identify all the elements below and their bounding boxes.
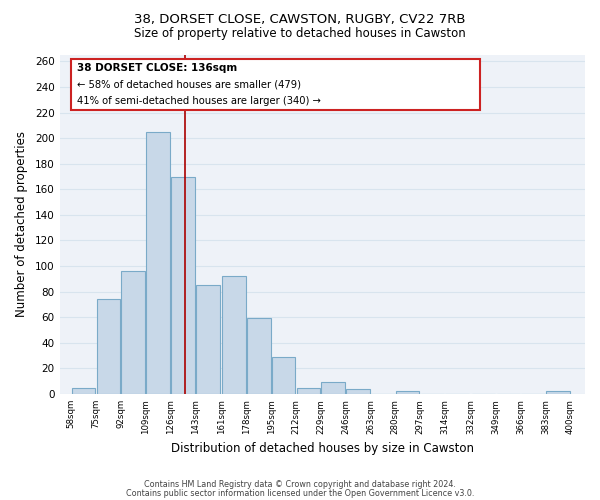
Text: 41% of semi-detached houses are larger (340) →: 41% of semi-detached houses are larger (…	[77, 96, 321, 106]
Bar	[71, 59, 480, 110]
Text: 38, DORSET CLOSE, CAWSTON, RUGBY, CV22 7RB: 38, DORSET CLOSE, CAWSTON, RUGBY, CV22 7…	[134, 12, 466, 26]
Y-axis label: Number of detached properties: Number of detached properties	[15, 132, 28, 318]
Bar	[322, 382, 345, 394]
Bar	[296, 388, 320, 394]
Bar	[97, 300, 120, 394]
Bar	[396, 392, 419, 394]
Bar	[247, 318, 271, 394]
Text: 38 DORSET CLOSE: 136sqm: 38 DORSET CLOSE: 136sqm	[77, 62, 238, 72]
Bar	[346, 389, 370, 394]
Bar	[272, 357, 295, 394]
Text: Size of property relative to detached houses in Cawston: Size of property relative to detached ho…	[134, 28, 466, 40]
Bar	[222, 276, 246, 394]
X-axis label: Distribution of detached houses by size in Cawston: Distribution of detached houses by size …	[171, 442, 474, 455]
Bar	[196, 285, 220, 394]
Bar	[121, 271, 145, 394]
Text: Contains HM Land Registry data © Crown copyright and database right 2024.: Contains HM Land Registry data © Crown c…	[144, 480, 456, 489]
Bar	[171, 176, 195, 394]
Bar	[72, 388, 95, 394]
Text: Contains public sector information licensed under the Open Government Licence v3: Contains public sector information licen…	[126, 490, 474, 498]
Bar	[146, 132, 170, 394]
Text: ← 58% of detached houses are smaller (479): ← 58% of detached houses are smaller (47…	[77, 80, 301, 90]
Bar	[546, 392, 570, 394]
